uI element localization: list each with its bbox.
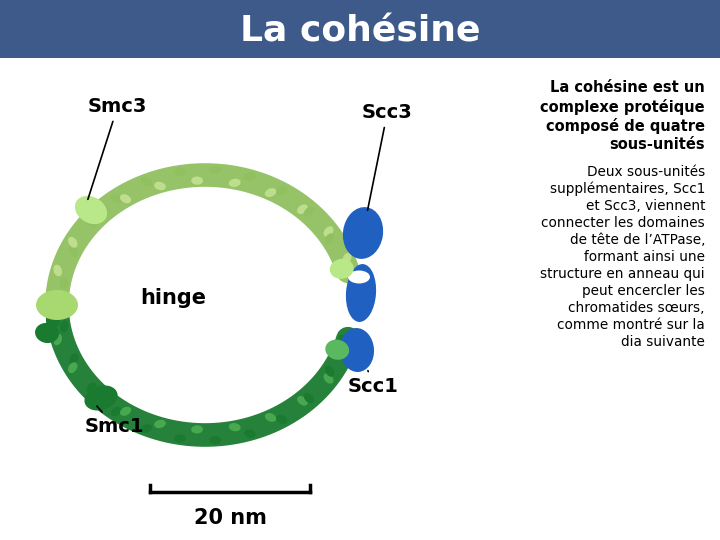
Ellipse shape xyxy=(304,207,314,217)
Ellipse shape xyxy=(68,237,78,248)
Ellipse shape xyxy=(297,396,308,406)
Ellipse shape xyxy=(304,393,314,403)
Ellipse shape xyxy=(325,340,349,360)
Ellipse shape xyxy=(120,194,131,203)
Ellipse shape xyxy=(60,278,68,289)
FancyBboxPatch shape xyxy=(0,0,720,58)
Ellipse shape xyxy=(48,303,55,315)
Text: La cohésine est un: La cohésine est un xyxy=(550,80,705,95)
Ellipse shape xyxy=(244,172,256,180)
Ellipse shape xyxy=(276,186,287,195)
Ellipse shape xyxy=(297,204,308,214)
Ellipse shape xyxy=(69,353,78,365)
Ellipse shape xyxy=(46,311,60,329)
Ellipse shape xyxy=(84,386,117,410)
Ellipse shape xyxy=(276,415,287,424)
Text: 20 nm: 20 nm xyxy=(194,508,266,528)
Text: La cohésine: La cohésine xyxy=(240,15,480,49)
Ellipse shape xyxy=(174,434,186,442)
Ellipse shape xyxy=(53,265,62,276)
Ellipse shape xyxy=(192,426,203,434)
Ellipse shape xyxy=(154,182,166,190)
Ellipse shape xyxy=(140,424,152,433)
Ellipse shape xyxy=(35,323,59,343)
Ellipse shape xyxy=(140,177,152,186)
Text: Smc1: Smc1 xyxy=(85,406,145,436)
Ellipse shape xyxy=(338,264,347,275)
Ellipse shape xyxy=(229,423,240,431)
Ellipse shape xyxy=(36,290,78,320)
Ellipse shape xyxy=(69,246,78,257)
Ellipse shape xyxy=(86,217,96,228)
Ellipse shape xyxy=(325,366,334,377)
Ellipse shape xyxy=(343,253,351,264)
Ellipse shape xyxy=(111,194,122,204)
Ellipse shape xyxy=(338,334,347,346)
Text: Smc3: Smc3 xyxy=(88,97,148,199)
Ellipse shape xyxy=(68,362,78,373)
Ellipse shape xyxy=(48,295,55,307)
Text: hinge: hinge xyxy=(140,288,206,308)
Ellipse shape xyxy=(86,382,96,393)
Text: structure en anneau qui: structure en anneau qui xyxy=(541,267,705,281)
Text: formant ainsi une: formant ainsi une xyxy=(584,250,705,264)
Text: complexe protéique: complexe protéique xyxy=(541,99,705,115)
Ellipse shape xyxy=(174,167,186,176)
Ellipse shape xyxy=(348,271,370,284)
Ellipse shape xyxy=(343,346,351,357)
Ellipse shape xyxy=(60,321,68,333)
Ellipse shape xyxy=(323,226,333,237)
Ellipse shape xyxy=(154,420,166,428)
Ellipse shape xyxy=(265,188,276,197)
Ellipse shape xyxy=(346,264,376,322)
Ellipse shape xyxy=(192,177,203,185)
Ellipse shape xyxy=(325,233,334,244)
Text: composé de quatre: composé de quatre xyxy=(546,118,705,134)
Ellipse shape xyxy=(323,373,333,383)
Text: Scc3: Scc3 xyxy=(362,103,413,210)
Ellipse shape xyxy=(244,429,256,438)
Text: peut encercler les: peut encercler les xyxy=(582,284,705,298)
Text: dia suivante: dia suivante xyxy=(621,335,705,349)
Ellipse shape xyxy=(229,179,240,187)
Ellipse shape xyxy=(343,207,383,259)
Ellipse shape xyxy=(340,328,374,372)
Text: connecter les domaines: connecter les domaines xyxy=(541,216,705,230)
Ellipse shape xyxy=(75,196,107,224)
Text: comme montré sur la: comme montré sur la xyxy=(557,318,705,332)
Text: Scc1: Scc1 xyxy=(348,370,399,396)
Ellipse shape xyxy=(120,407,131,416)
Ellipse shape xyxy=(53,334,62,345)
Ellipse shape xyxy=(330,259,354,279)
Text: supplémentaires, Scc1: supplémentaires, Scc1 xyxy=(549,182,705,197)
Ellipse shape xyxy=(265,413,276,422)
Text: de tête de l’ATPase,: de tête de l’ATPase, xyxy=(570,233,705,247)
Ellipse shape xyxy=(111,407,122,416)
Text: chromatides sœurs,: chromatides sœurs, xyxy=(569,301,705,315)
Text: Deux sous-unités: Deux sous-unités xyxy=(587,165,705,179)
Text: et Scc3, viennent: et Scc3, viennent xyxy=(585,199,705,213)
Ellipse shape xyxy=(91,387,101,397)
Ellipse shape xyxy=(210,166,221,174)
Text: sous-unités: sous-unités xyxy=(609,137,705,152)
Ellipse shape xyxy=(210,436,221,444)
Ellipse shape xyxy=(91,213,101,223)
